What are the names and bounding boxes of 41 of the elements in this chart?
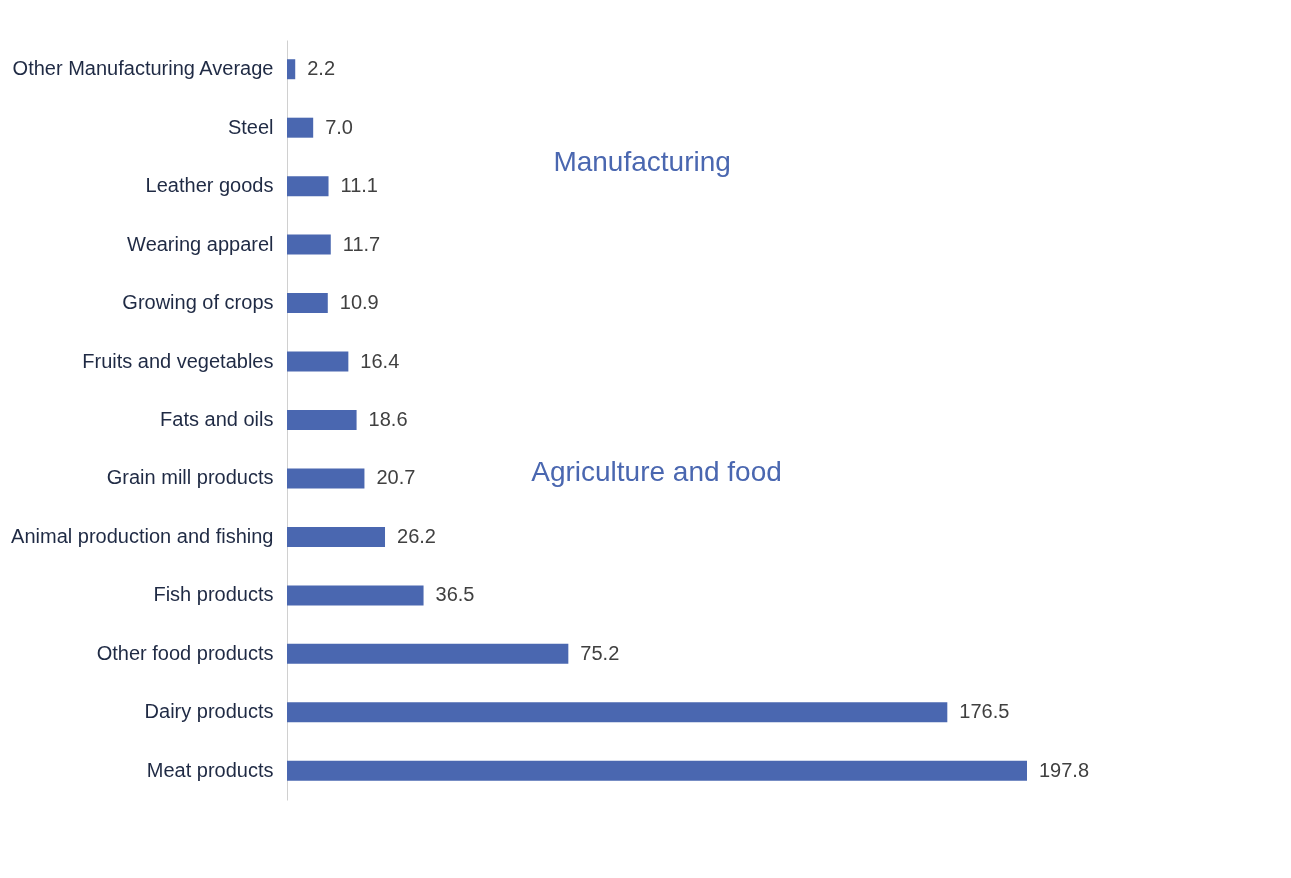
bar — [287, 702, 948, 723]
data-label: 11.7 — [342, 232, 381, 255]
data-label: 10.9 — [339, 291, 379, 314]
bar — [287, 760, 1027, 781]
bar — [287, 410, 357, 430]
data-label: 2.2 — [307, 57, 336, 80]
y-tick-label: Fats and oils — [160, 408, 274, 430]
data-label: 16.4 — [360, 349, 400, 372]
y-tick-label: Meat products — [146, 758, 274, 781]
data-label: 36.5 — [435, 583, 475, 606]
data-label: 26.2 — [397, 524, 436, 547]
data-label: 176.5 — [959, 700, 1010, 723]
bar — [287, 585, 424, 606]
y-tick-label: Fruits and vegetables — [82, 349, 274, 372]
bar — [287, 293, 328, 314]
y-tick-label: Animal production and fishing — [11, 524, 274, 547]
data-label: 18.6 — [368, 408, 408, 430]
data-label: 7.0 — [325, 115, 353, 138]
bar — [287, 176, 329, 197]
data-label: 11.1 — [340, 174, 378, 197]
bar — [287, 59, 296, 80]
annotation: Agriculture and food — [531, 455, 782, 487]
y-tick-label: Other food products — [96, 641, 274, 664]
y-tick-label: Dairy products — [144, 700, 274, 723]
bar — [287, 351, 349, 372]
y-tick-label: Other Manufacturing Average — [12, 57, 274, 80]
data-label: 20.7 — [376, 466, 416, 489]
bar — [287, 526, 386, 547]
y-tick-label: Leather goods — [145, 174, 274, 197]
data-label: 75.2 — [580, 641, 620, 664]
y-tick-label: Growing of crops — [122, 291, 274, 314]
bar — [287, 234, 331, 255]
y-tick-label: Grain mill products — [106, 466, 274, 489]
annotation: Manufacturing — [553, 145, 731, 177]
y-tick-label: Fish products — [153, 583, 274, 606]
y-tick-label: Steel — [227, 115, 274, 138]
y-tick-label: Wearing apparel — [127, 232, 274, 255]
data-label: 197.8 — [1039, 758, 1090, 781]
bar — [287, 468, 365, 489]
bar — [287, 117, 314, 138]
bar — [287, 643, 569, 664]
